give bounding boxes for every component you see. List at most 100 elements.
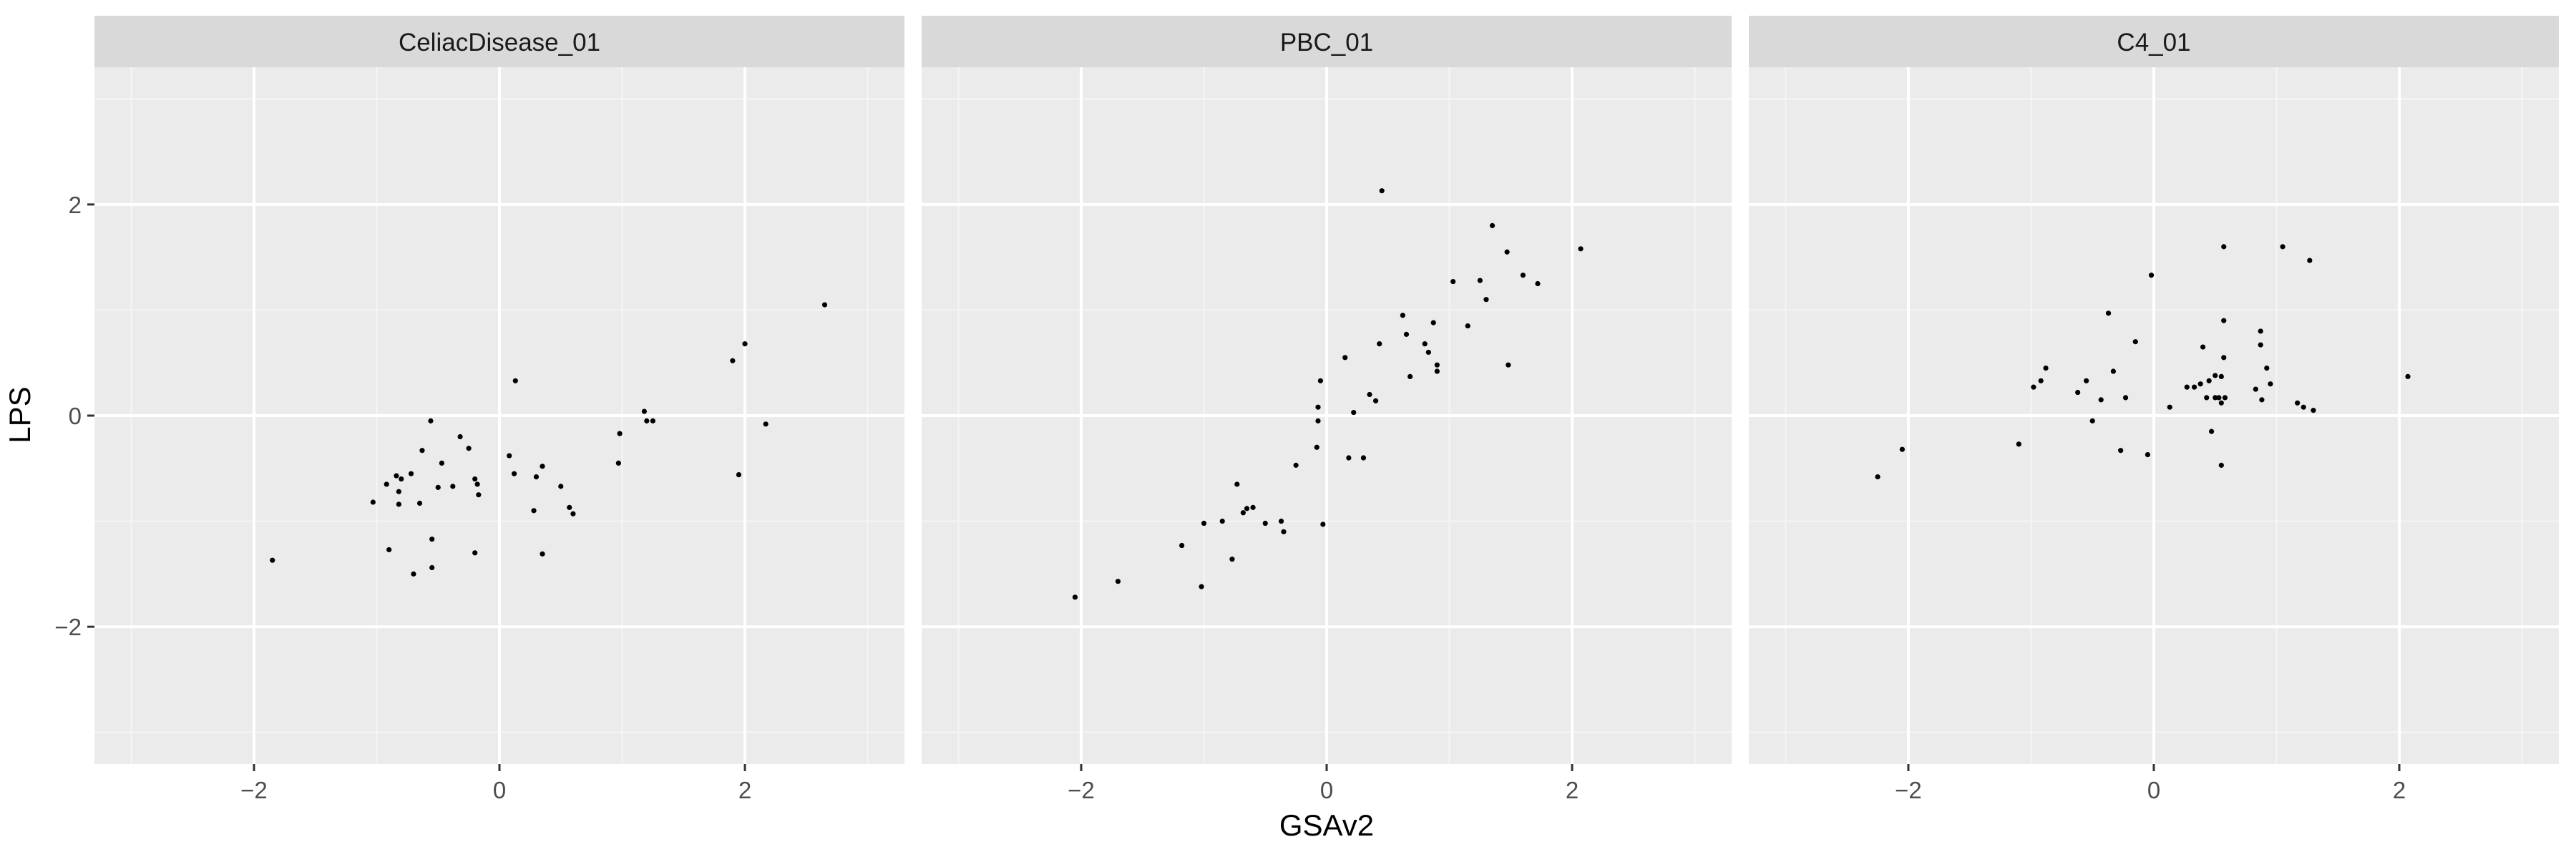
data-point	[2221, 355, 2227, 361]
y-tick-label: −2	[54, 614, 82, 640]
facet-strip	[94, 16, 904, 67]
data-point	[1367, 391, 1372, 398]
data-point	[2258, 328, 2263, 334]
x-axis-label: GSAv2	[1279, 808, 1374, 842]
data-point	[2184, 384, 2190, 390]
data-point	[2075, 389, 2081, 396]
data-point	[2167, 404, 2172, 410]
data-point	[558, 484, 564, 489]
data-point	[429, 537, 435, 542]
x-tick-label: 0	[2147, 777, 2160, 803]
data-point	[1379, 188, 1385, 194]
data-point	[2031, 384, 2036, 390]
x-tick-label: 2	[1566, 777, 1579, 803]
data-point	[1377, 341, 1382, 347]
data-point	[416, 500, 423, 506]
data-point	[2148, 273, 2155, 278]
data-point	[384, 481, 389, 487]
data-point	[1293, 462, 1299, 468]
data-point	[2222, 395, 2228, 401]
data-point	[2118, 448, 2124, 454]
data-point	[1400, 313, 1405, 318]
data-point	[1373, 398, 1379, 403]
data-point	[270, 557, 275, 563]
facet-panel: C4_01 −2 0 2	[1749, 16, 2559, 803]
data-point	[1240, 510, 1246, 516]
data-point	[1072, 594, 1078, 600]
data-point	[370, 499, 376, 505]
facet-strip	[922, 16, 1732, 67]
data-point	[474, 481, 480, 487]
data-point	[1465, 323, 1470, 329]
data-point	[1244, 506, 1250, 511]
data-point	[1422, 341, 1428, 347]
data-point	[1450, 278, 1456, 285]
data-point	[2405, 373, 2411, 379]
data-point	[1199, 584, 1204, 589]
data-point	[1506, 362, 1511, 368]
facet-strip	[1749, 16, 2559, 67]
panels-layer: CeliacDisease_01 −2 0 2 −2 0 2 PBC_01 −2 0 2 C4_01 −…	[54, 16, 2559, 803]
data-point	[2212, 373, 2218, 378]
data-point	[1504, 249, 1510, 255]
data-point	[507, 453, 512, 459]
data-point	[1234, 481, 1240, 487]
data-point	[439, 460, 444, 466]
data-point	[540, 464, 545, 469]
data-point	[1875, 474, 1880, 480]
data-point	[1483, 297, 1489, 303]
data-point	[736, 472, 742, 478]
data-point	[511, 471, 517, 476]
data-point	[2307, 258, 2313, 263]
data-point	[2197, 381, 2203, 387]
data-point	[763, 421, 769, 427]
data-point	[428, 418, 434, 423]
data-point	[2084, 378, 2089, 383]
data-point	[2200, 344, 2206, 350]
x-tick-label: −2	[1895, 777, 1922, 803]
y-axis-label: LPS	[3, 386, 36, 443]
data-point	[1320, 521, 1326, 527]
data-point	[1219, 518, 1225, 524]
data-point	[650, 418, 655, 423]
data-point	[2132, 339, 2138, 345]
data-point	[2209, 428, 2215, 434]
data-point	[2212, 395, 2218, 401]
data-point	[617, 431, 623, 436]
data-point	[2038, 378, 2044, 383]
data-point	[394, 473, 399, 479]
data-point	[399, 476, 404, 482]
data-point	[1535, 280, 1541, 287]
data-point	[730, 358, 736, 363]
data-point	[2221, 244, 2227, 250]
data-point	[1346, 455, 1352, 461]
data-point	[1403, 331, 1410, 337]
data-point	[1434, 362, 1440, 368]
data-point	[1407, 373, 1413, 379]
x-tick-label: 0	[1320, 777, 1333, 803]
data-point	[472, 550, 478, 556]
data-point	[1342, 355, 1348, 361]
data-point	[512, 378, 518, 383]
data-point	[2098, 397, 2104, 403]
data-point	[615, 460, 621, 466]
data-point	[742, 341, 748, 347]
data-point	[2311, 408, 2316, 413]
data-point	[2258, 342, 2263, 348]
data-point	[2221, 318, 2227, 323]
data-point	[2301, 404, 2306, 410]
data-point	[641, 408, 647, 414]
data-point	[2218, 400, 2224, 406]
y-tick-label: 0	[69, 403, 82, 429]
data-point	[2145, 452, 2151, 458]
data-point	[2268, 381, 2273, 387]
data-point	[1315, 404, 1321, 410]
data-point	[1899, 446, 1905, 452]
data-point	[1578, 246, 1584, 252]
facet-strip-label: PBC_01	[1280, 29, 1373, 57]
data-point	[1278, 518, 1284, 524]
data-point	[570, 511, 576, 516]
data-point	[2218, 373, 2224, 379]
data-point	[1434, 368, 1440, 374]
